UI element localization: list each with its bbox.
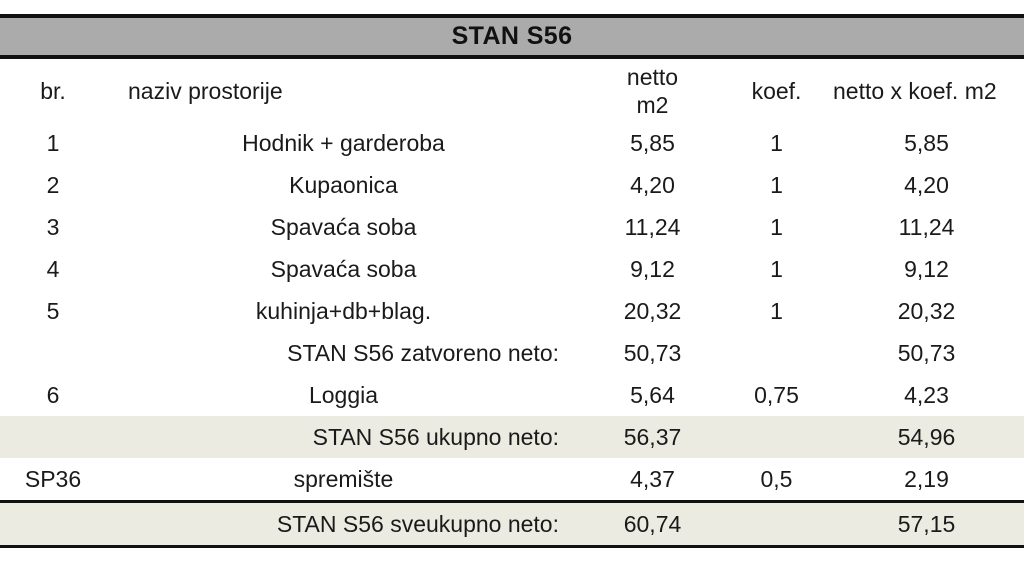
cell-koef [724, 332, 829, 374]
cell-koef: 1 [770, 297, 783, 324]
cell-total: 50,73 [897, 339, 956, 366]
column-header-netto-m2: netto m2 [581, 60, 724, 122]
apartment-area-table: br. naziv prostorije netto m2 koef. nett… [0, 60, 1024, 548]
cell-total: 9,12 [904, 255, 949, 282]
column-header-koef: koef. [751, 77, 802, 104]
cell-br: 2 [46, 171, 60, 198]
cell-naziv: spremište [106, 458, 581, 503]
cell-br-empty [0, 416, 106, 458]
cell-koef: 1 [770, 213, 783, 240]
cell-netto: 56,37 [581, 416, 724, 458]
cell-total: 54,96 [829, 416, 1024, 458]
cell-koef [724, 416, 829, 458]
table-body: 1 Hodnik + garderoba 5,85 1 5,85 2 Kupao… [0, 122, 1024, 548]
summary-row-zatvoreno-neto: STAN S56 zatvoreno neto: 50,73 50,73 [0, 332, 1024, 374]
summary-label: STAN S56 ukupno neto: [106, 416, 581, 458]
cell-total: 4,20 [904, 171, 949, 198]
cell-koef: 1 [770, 171, 783, 198]
cell-br: SP36 [0, 458, 106, 503]
cell-br: 1 [46, 129, 60, 156]
cell-koef [724, 501, 829, 548]
table-row[interactable]: 2 Kupaonica 4,20 1 4,20 [0, 164, 1024, 206]
column-header-naziv-prostorije: naziv prostorije [128, 77, 283, 104]
cell-koef: 0,5 [724, 458, 829, 503]
cell-naziv: Spavaća soba [270, 255, 417, 282]
cell-br-empty [0, 501, 106, 548]
cell-total: 2,19 [829, 458, 1024, 503]
cell-naziv: Hodnik + garderoba [242, 129, 445, 156]
summary-row-ukupno-neto: STAN S56 ukupno neto: 56,37 54,96 [0, 416, 1024, 458]
cell-koef: 0,75 [754, 381, 799, 408]
cell-br: 3 [46, 213, 60, 240]
column-header-br: br. [40, 77, 66, 104]
cell-naziv: Loggia [308, 381, 379, 408]
cell-netto: 50,73 [623, 339, 682, 366]
cell-total: 57,15 [829, 501, 1024, 548]
summary-label: STAN S56 sveukupno neto: [106, 501, 581, 548]
table-row[interactable]: 1 Hodnik + garderoba 5,85 1 5,85 [0, 122, 1024, 164]
cell-br: 4 [46, 255, 60, 282]
table-row[interactable]: 4 Spavaća soba 9,12 1 9,12 [0, 248, 1024, 290]
table-row[interactable]: 6 Loggia 5,64 0,75 4,23 [0, 374, 1024, 416]
cell-netto: 60,74 [581, 501, 724, 548]
table-row[interactable]: SP36 spremište 4,37 0,5 2,19 [0, 458, 1024, 503]
cell-netto: 4,20 [630, 171, 675, 198]
cell-br-empty [0, 332, 106, 374]
cell-naziv: kuhinja+db+blag. [255, 297, 432, 324]
summary-label: STAN S56 zatvoreno neto: [287, 339, 559, 366]
cell-koef: 1 [770, 129, 783, 156]
cell-netto: 20,32 [623, 297, 682, 324]
page-title: STAN S56 [451, 22, 573, 50]
cell-koef: 1 [770, 255, 783, 282]
cell-netto: 4,37 [581, 458, 724, 503]
cell-br: 5 [46, 297, 60, 324]
column-header-netto-x-koef-m2: netto x koef. m2 [833, 77, 997, 104]
table-title-band: STAN S56 [0, 14, 1024, 59]
cell-naziv: Spavaća soba [270, 213, 417, 240]
table-row[interactable]: 3 Spavaća soba 11,24 1 11,24 [0, 206, 1024, 248]
cell-total: 11,24 [898, 213, 955, 240]
table-row[interactable]: 5 kuhinja+db+blag. 20,32 1 20,32 [0, 290, 1024, 332]
column-header-netto-line2: m2 [636, 92, 669, 118]
summary-row-sveukupno-neto: STAN S56 sveukupno neto: 60,74 57,15 [0, 501, 1024, 548]
cell-total: 20,32 [897, 297, 956, 324]
cell-netto: 9,12 [630, 255, 675, 282]
cell-netto: 5,85 [630, 129, 675, 156]
cell-netto: 5,64 [630, 381, 675, 408]
cell-total: 5,85 [904, 129, 949, 156]
table-header-row: br. naziv prostorije netto m2 koef. nett… [0, 60, 1024, 122]
cell-netto: 11,24 [624, 213, 681, 240]
cell-total: 4,23 [904, 381, 949, 408]
cell-naziv: Kupaonica [289, 171, 398, 198]
column-header-netto-line1: netto [626, 63, 679, 90]
cell-br: 6 [46, 381, 60, 408]
